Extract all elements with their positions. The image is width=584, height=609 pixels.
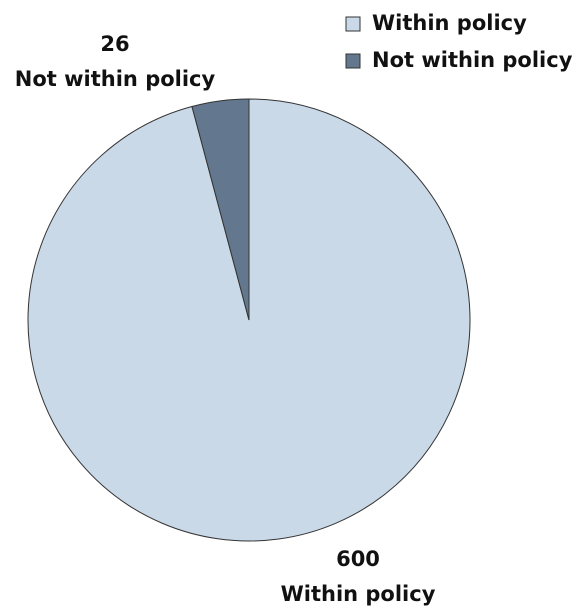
data-label-name: Within policy [281,582,436,606]
data-label: 26 [100,32,129,56]
legend-label: Within policy [372,11,527,35]
data-label-name: Not within policy [15,67,216,91]
legend-label: Not within policy [372,48,573,72]
pie-slice [191,98,250,321]
data-label: 600 [336,547,380,571]
legend-swatch [345,16,361,32]
legend-swatch [345,53,361,69]
